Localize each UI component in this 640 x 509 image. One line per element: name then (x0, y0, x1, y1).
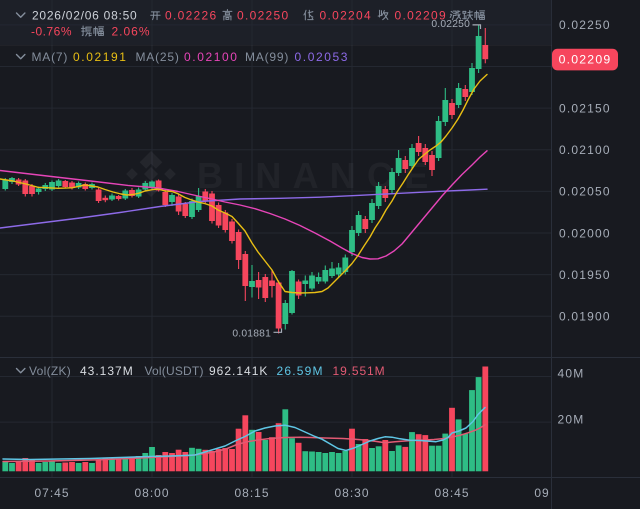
svg-text:0.02250: 0.02250 (559, 18, 611, 32)
svg-text:0.02226: 0.02226 (165, 9, 217, 23)
svg-text:08:30: 08:30 (334, 486, 369, 500)
svg-text:0.01881: 0.01881 (232, 328, 271, 339)
svg-text:0.01950: 0.01950 (559, 268, 611, 282)
svg-text:40M: 40M (558, 367, 585, 381)
svg-text:Vol(ZK): Vol(ZK) (29, 364, 71, 378)
svg-text:MA(7): MA(7) (32, 50, 69, 64)
svg-text:0.02050: 0.02050 (559, 185, 611, 199)
svg-text:0.02053: 0.02053 (295, 50, 350, 64)
svg-text:08:15: 08:15 (234, 486, 269, 500)
svg-text:07:45: 07:45 (34, 486, 69, 500)
svg-text:08:45: 08:45 (434, 486, 469, 500)
svg-text:0.02209: 0.02209 (559, 53, 612, 67)
svg-text:0.02191: 0.02191 (73, 50, 128, 64)
svg-text:43.137M: 43.137M (80, 364, 134, 378)
svg-text:0.02000: 0.02000 (559, 226, 611, 240)
svg-text:0.02100: 0.02100 (184, 50, 239, 64)
svg-text:08:00: 08:00 (134, 486, 169, 500)
svg-text:0.02150: 0.02150 (559, 101, 611, 115)
svg-text:0.02250: 0.02250 (431, 19, 470, 30)
svg-text:2.06%: 2.06% (112, 25, 151, 39)
svg-text:Vol(USDT): Vol(USDT) (145, 364, 204, 378)
svg-text:0.01900: 0.01900 (559, 310, 611, 324)
svg-text:0.02204: 0.02204 (320, 9, 372, 23)
svg-text:0.02100: 0.02100 (559, 143, 611, 157)
svg-text:19.551M: 19.551M (333, 364, 386, 378)
svg-text:MA(99): MA(99) (245, 50, 289, 64)
svg-text:2026/02/06 08:50: 2026/02/06 08:50 (32, 9, 137, 23)
svg-text:-0.76%: -0.76% (31, 25, 72, 39)
svg-text:09: 09 (534, 486, 549, 500)
svg-text:0.02250: 0.02250 (237, 9, 289, 23)
svg-text:26.59M: 26.59M (277, 364, 324, 378)
svg-text:962.141K: 962.141K (209, 364, 268, 378)
svg-text:0.02209: 0.02209 (395, 9, 447, 23)
svg-text:20M: 20M (558, 412, 585, 426)
svg-text:MA(25): MA(25) (136, 50, 180, 64)
